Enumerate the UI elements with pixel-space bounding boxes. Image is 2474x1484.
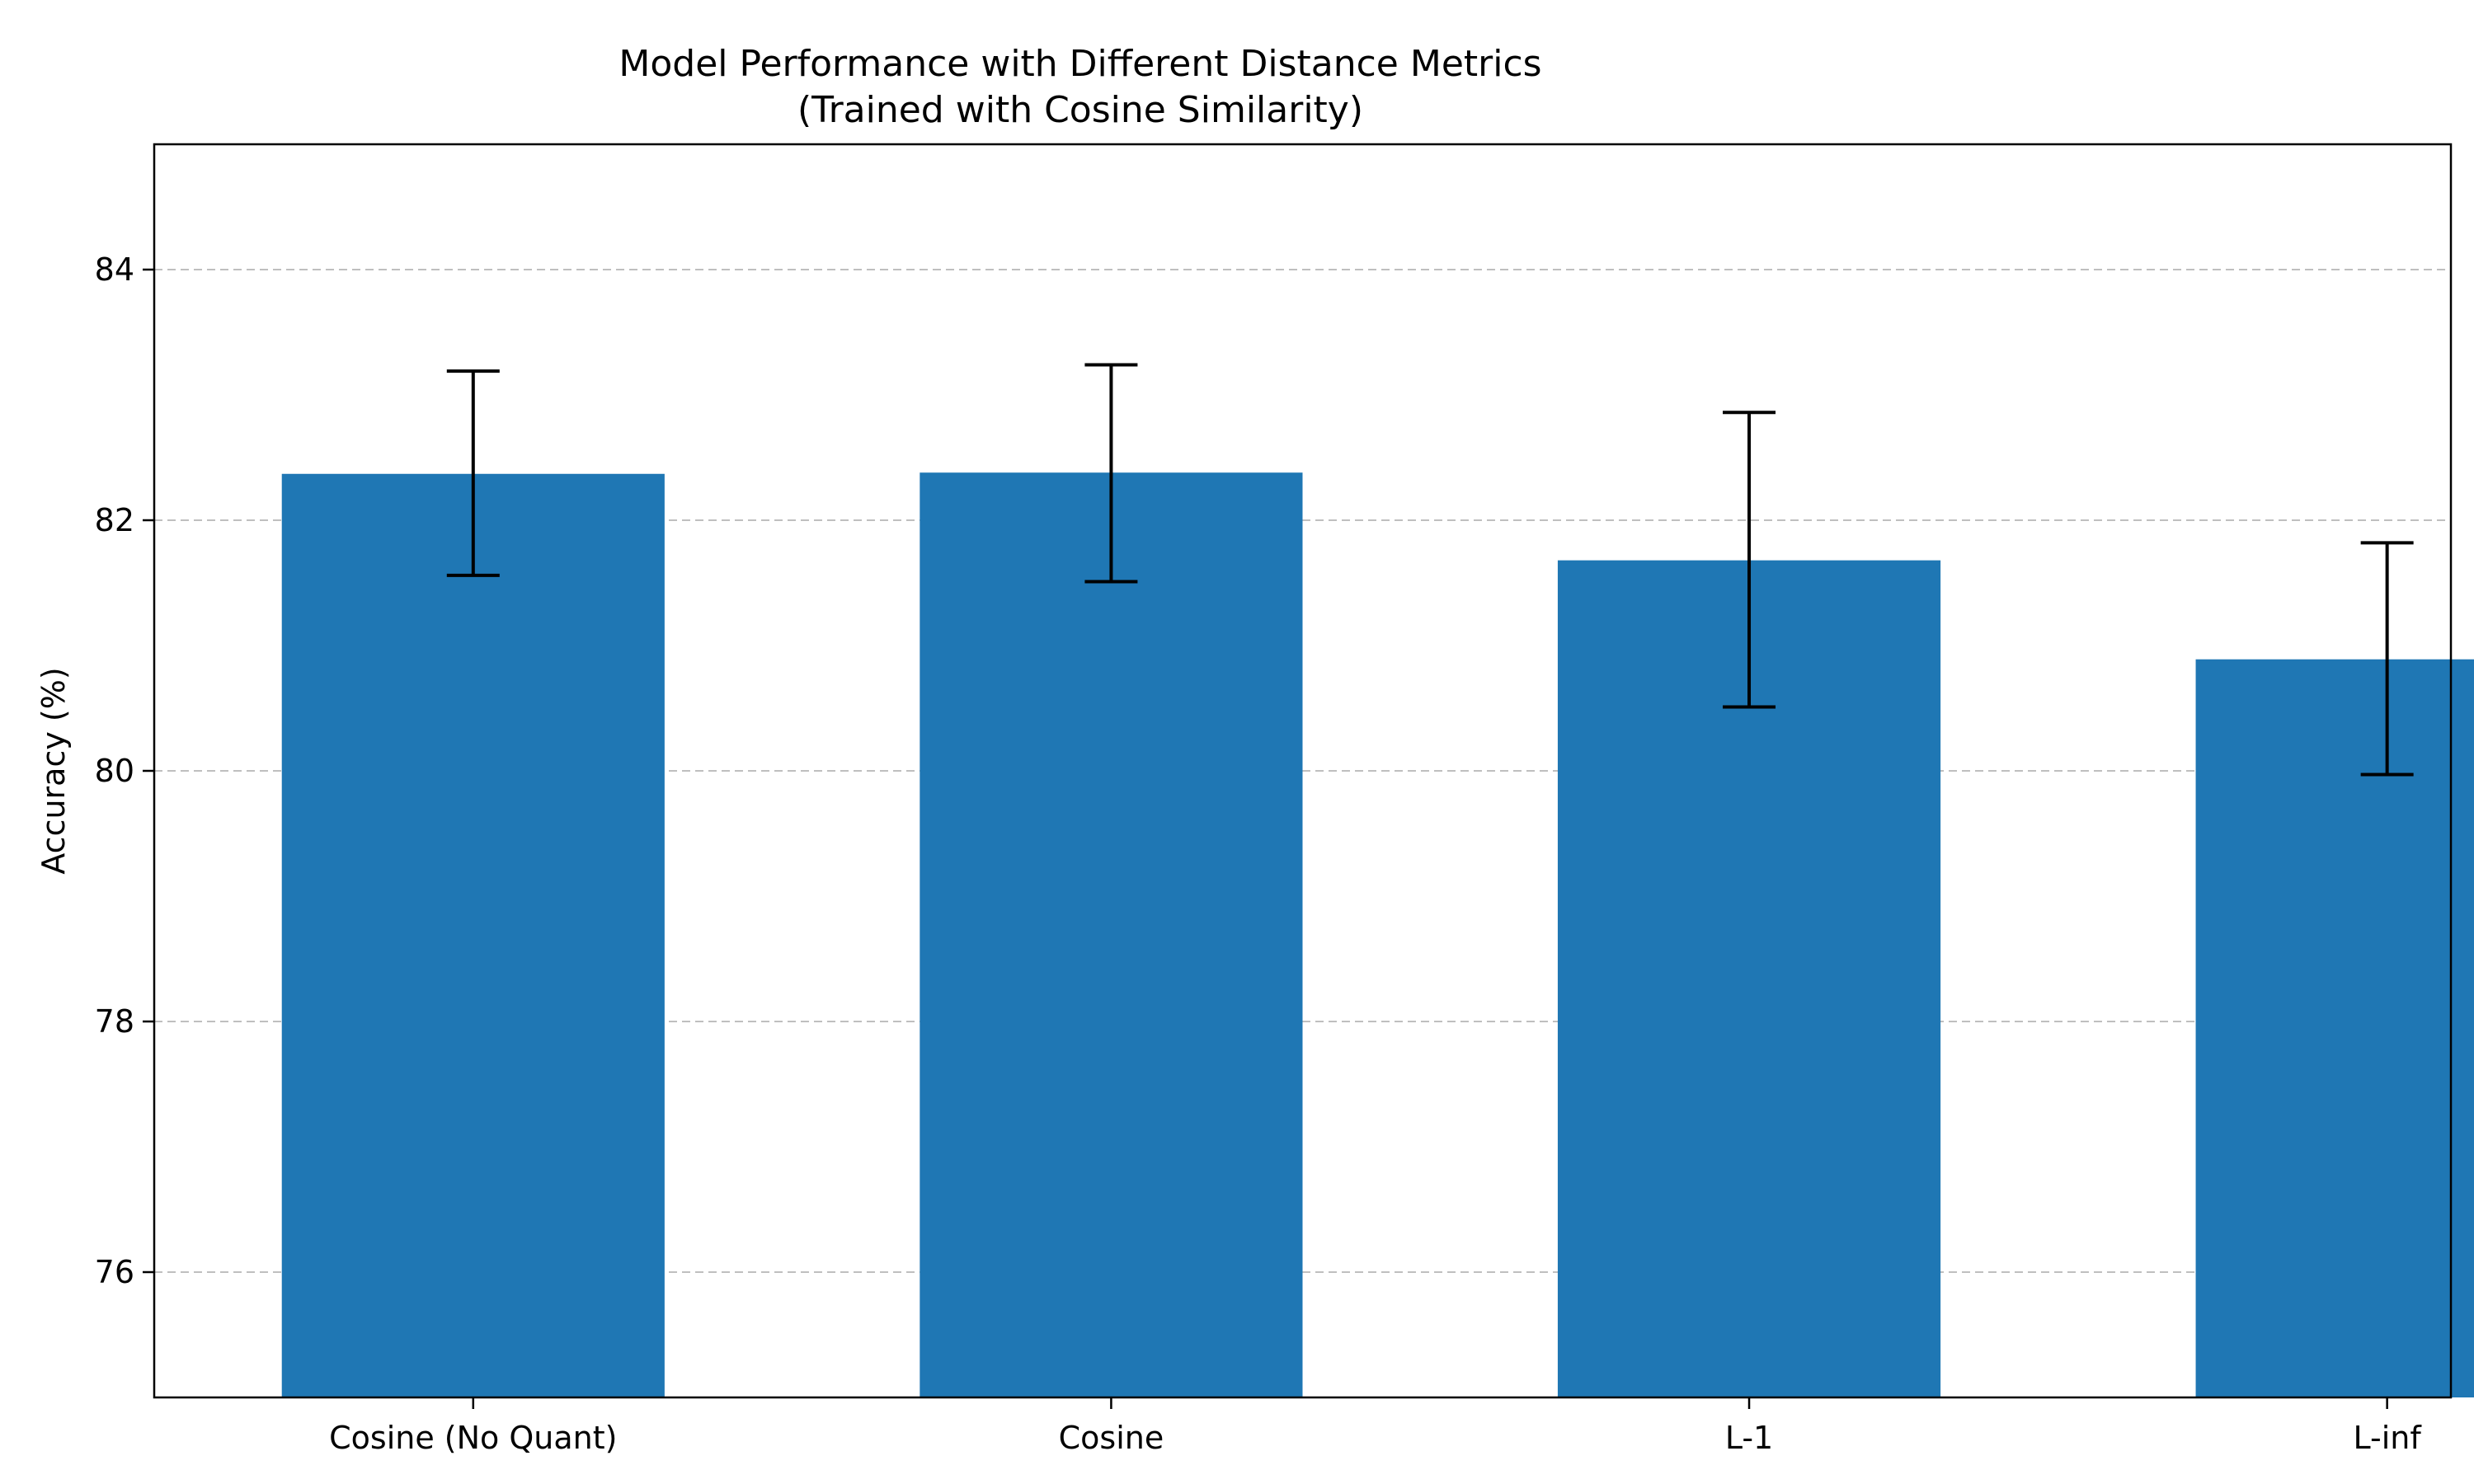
bar [281, 473, 665, 1397]
y-tick-label: 84 [95, 251, 134, 288]
y-tick-label: 80 [95, 753, 134, 789]
x-axis-ticks: Cosine (No Quant) Cosine L-1 L-inf [329, 1397, 2422, 1456]
y-axis-label: Accuracy (%) [35, 667, 72, 874]
x-tick-label: Cosine [1059, 1420, 1164, 1456]
x-tick-label: Cosine (No Quant) [329, 1420, 617, 1456]
y-tick-label: 78 [95, 1003, 134, 1040]
chart-title-group: Model Performance with Different Distanc… [618, 43, 1541, 131]
bars [281, 472, 2474, 1397]
error-bars [446, 363, 2414, 777]
x-tick-label: L-1 [1725, 1420, 1773, 1456]
y-tick-label: 76 [95, 1254, 134, 1290]
x-tick-label: L-inf [2354, 1420, 2423, 1456]
bar [2195, 659, 2474, 1397]
y-axis-ticks: 76 78 80 82 84 [95, 251, 154, 1290]
chart-title: Model Performance with Different Distanc… [618, 43, 1541, 85]
chart-subtitle: (Trained with Cosine Similarity) [797, 89, 1363, 131]
bar [920, 472, 1303, 1397]
y-tick-label: 82 [95, 502, 134, 538]
